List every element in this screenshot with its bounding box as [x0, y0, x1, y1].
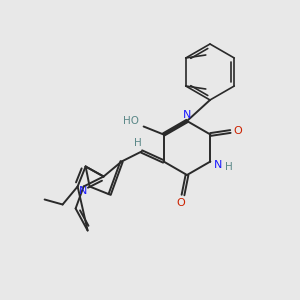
Text: N: N — [214, 160, 223, 170]
Text: O: O — [177, 198, 185, 208]
Text: N: N — [78, 187, 87, 196]
Text: O: O — [233, 127, 242, 136]
Text: N: N — [183, 110, 191, 120]
Text: H: H — [134, 137, 142, 148]
Text: H: H — [224, 163, 232, 172]
Text: HO: HO — [123, 116, 139, 127]
